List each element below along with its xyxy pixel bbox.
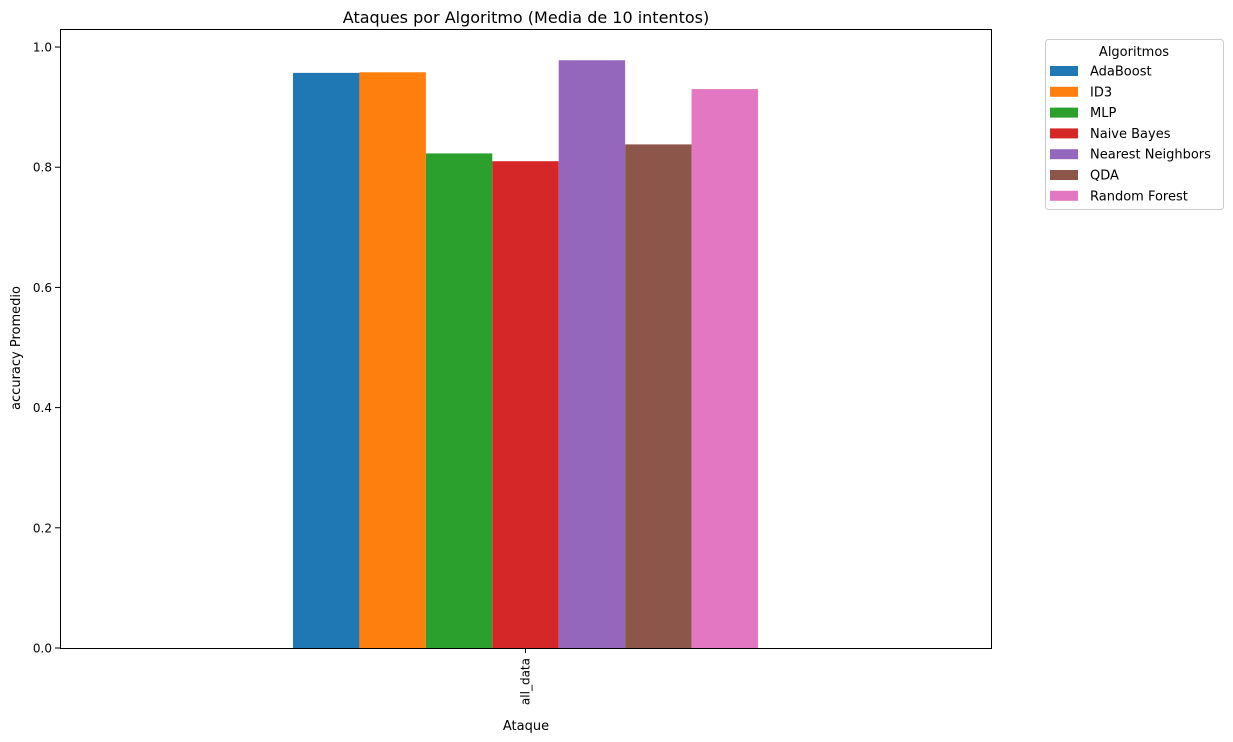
bar-nearest-neighbors: [558, 60, 626, 648]
legend-swatch-mlp: [1050, 107, 1078, 118]
legend-label: Random Forest: [1090, 189, 1188, 204]
y-tick-label: 1.0: [33, 41, 52, 55]
legend-label: AdaBoost: [1090, 65, 1152, 80]
y-axis-label: accuracy Promedio: [9, 286, 24, 410]
legend-label: ID3: [1090, 85, 1112, 100]
bar-random-forest: [691, 89, 758, 649]
bar-mlp: [425, 153, 493, 648]
legend-swatch-qda: [1050, 170, 1078, 180]
bar-naive-bayes: [492, 161, 559, 648]
legend-title: Algoritmos: [1099, 45, 1169, 60]
y-tick-label: 0.4: [33, 401, 52, 415]
legend-swatch-adaboost: [1050, 66, 1078, 76]
legend-label: QDA: [1090, 169, 1119, 184]
legend-swatch-id3: [1050, 86, 1078, 97]
bar-id3: [359, 72, 426, 648]
bar-qda: [625, 144, 692, 648]
bar-adaboost: [293, 72, 360, 649]
plot-frame: [60, 29, 992, 649]
bars: [293, 60, 758, 649]
chart-title: Ataques por Algoritmo (Media de 10 inten…: [343, 8, 709, 27]
x-axis-label: Ataque: [503, 719, 549, 734]
x-tick-label: all_data: [519, 658, 533, 705]
legend-swatch-nearest-neighbors: [1050, 149, 1078, 160]
y-tick-label: 0.2: [33, 521, 52, 535]
y-tick-label: 0.0: [33, 642, 52, 656]
legend-frame: [1045, 39, 1224, 210]
legend-swatch-random-forest: [1050, 190, 1078, 201]
legend-label: Naive Bayes: [1090, 127, 1171, 142]
x-axis: all_data: [519, 648, 533, 705]
y-axis: 0.0 0.2 0.4 0.6 0.8 1.0: [33, 41, 60, 656]
y-tick-label: 0.8: [33, 161, 52, 175]
y-tick-label: 0.6: [33, 281, 52, 295]
legend-swatch-naive-bayes: [1050, 128, 1078, 139]
legend-label: MLP: [1090, 106, 1116, 121]
legend-label: Nearest Neighbors: [1090, 148, 1211, 163]
legend: Algoritmos AdaBoost ID3 MLP Naive Bayes Near…: [1045, 39, 1224, 210]
